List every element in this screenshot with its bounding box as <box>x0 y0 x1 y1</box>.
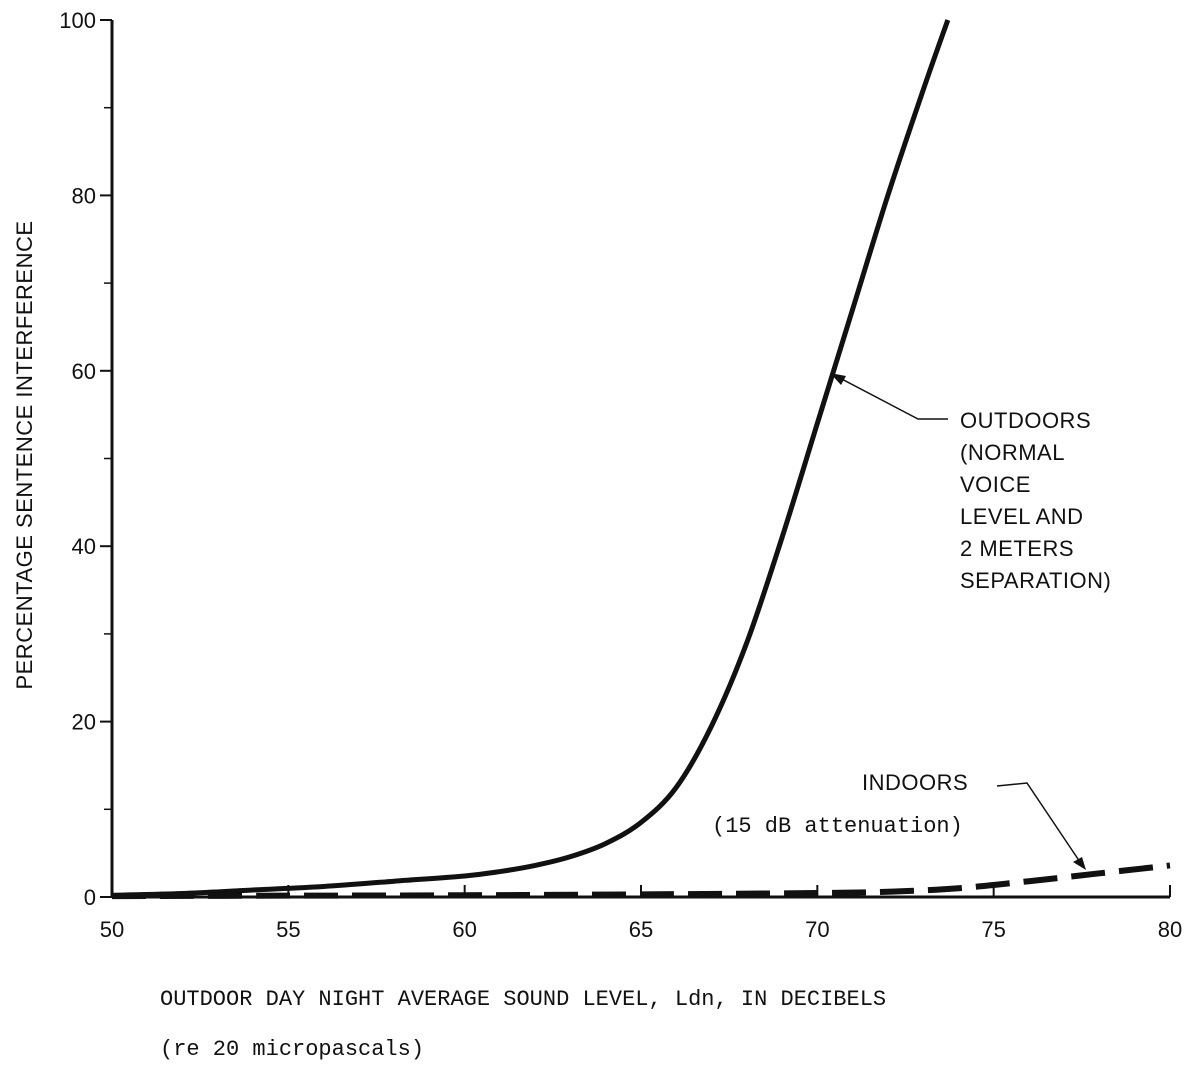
x-tick-label: 75 <box>981 917 1005 942</box>
y-tick-label: 20 <box>72 710 96 735</box>
outdoors-label-line-5: 2 METERS <box>960 536 1074 561</box>
x-tick-label: 55 <box>276 917 300 942</box>
outdoors-label-line-6: SEPARATION) <box>960 568 1111 593</box>
x-tick-label: 60 <box>452 917 476 942</box>
outdoors-label-line-1: OUTDOORS <box>960 408 1091 433</box>
x-axis-sublabel: (re 20 micropascals) <box>160 1037 424 1062</box>
outdoors-label-line-2: (NORMAL <box>960 440 1065 465</box>
indoors-annotation: INDOORS (15 dB attenuation) <box>712 770 1086 870</box>
outdoors-leader-line <box>835 375 948 420</box>
outdoors-label-line-4: LEVEL AND <box>960 504 1084 529</box>
outdoors-arrowhead <box>830 373 846 385</box>
x-tick-label: 50 <box>100 917 124 942</box>
x-tick-label: 70 <box>805 917 829 942</box>
x-tick-label: 65 <box>629 917 653 942</box>
indoors-label-line-1: INDOORS <box>862 770 968 795</box>
series-line-outdoors <box>111 19 951 898</box>
indoors-leader-line <box>996 782 1081 863</box>
y-tick-label: 40 <box>72 534 96 559</box>
outdoors-label-line-3: VOICE <box>960 472 1031 497</box>
x-tick-label: 80 <box>1158 917 1182 942</box>
y-tick-label: 60 <box>72 359 96 384</box>
series <box>111 19 1171 900</box>
x-axis-label: OUTDOOR DAY NIGHT AVERAGE SOUND LEVEL, L… <box>160 987 886 1012</box>
series-line-indoors <box>111 862 1171 900</box>
y-tick-label: 100 <box>59 8 96 33</box>
y-tick-label: 0 <box>84 885 96 910</box>
indoors-label-line-2: (15 dB attenuation) <box>712 814 963 839</box>
y-tick-label: 80 <box>72 183 96 208</box>
x-ticks: 50 55 60 65 70 75 80 <box>100 885 1182 942</box>
y-axis-label: PERCENTAGE SENTENCE INTERFERENCE <box>12 220 37 689</box>
outdoors-annotation: OUTDOORS (NORMAL VOICE LEVEL AND 2 METER… <box>830 373 1111 593</box>
y-ticks: 0 20 40 60 80 100 <box>59 8 112 910</box>
indoors-arrowhead <box>1073 857 1086 870</box>
